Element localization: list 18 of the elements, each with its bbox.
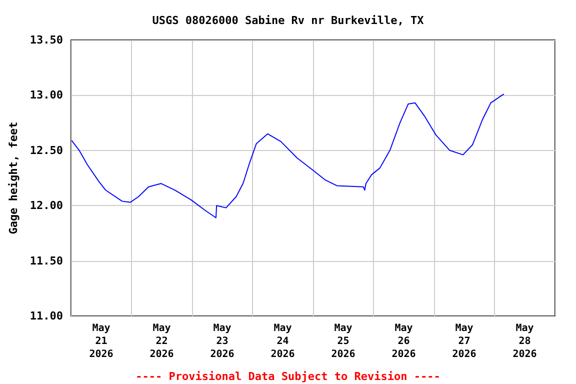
x-tick-label: May 23 2026 [210,323,234,360]
x-tick-label: May 22 2026 [150,323,174,360]
x-tick-label: May 24 2026 [270,323,295,360]
x-tick-label: May 21 2026 [89,323,114,360]
x-tick-label: May 28 2026 [512,323,537,360]
chart-title: USGS 08026000 Sabine Rv nr Burkeville, TX [152,14,424,27]
x-tick-label: May 25 2026 [331,323,356,360]
y-tick-label: 13.00 [30,88,64,102]
y-tick-label: 11.50 [30,254,64,268]
y-axis-title: Gage height, feet [7,122,20,234]
y-tick-label: 12.00 [30,199,64,212]
y-tick-label: 13.50 [30,34,64,46]
y-tick-label: 12.50 [30,144,64,157]
x-tick-label: May 27 2026 [452,323,476,360]
text: ---- Provisional Data Subject to Revision ---- [136,370,440,383]
line-series [71,94,504,218]
y-tick-label: 11.00 [30,310,64,322]
x-tick-label: May 26 2026 [392,323,416,360]
